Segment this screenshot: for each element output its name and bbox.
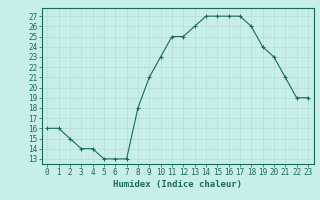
X-axis label: Humidex (Indice chaleur): Humidex (Indice chaleur) (113, 180, 242, 189)
